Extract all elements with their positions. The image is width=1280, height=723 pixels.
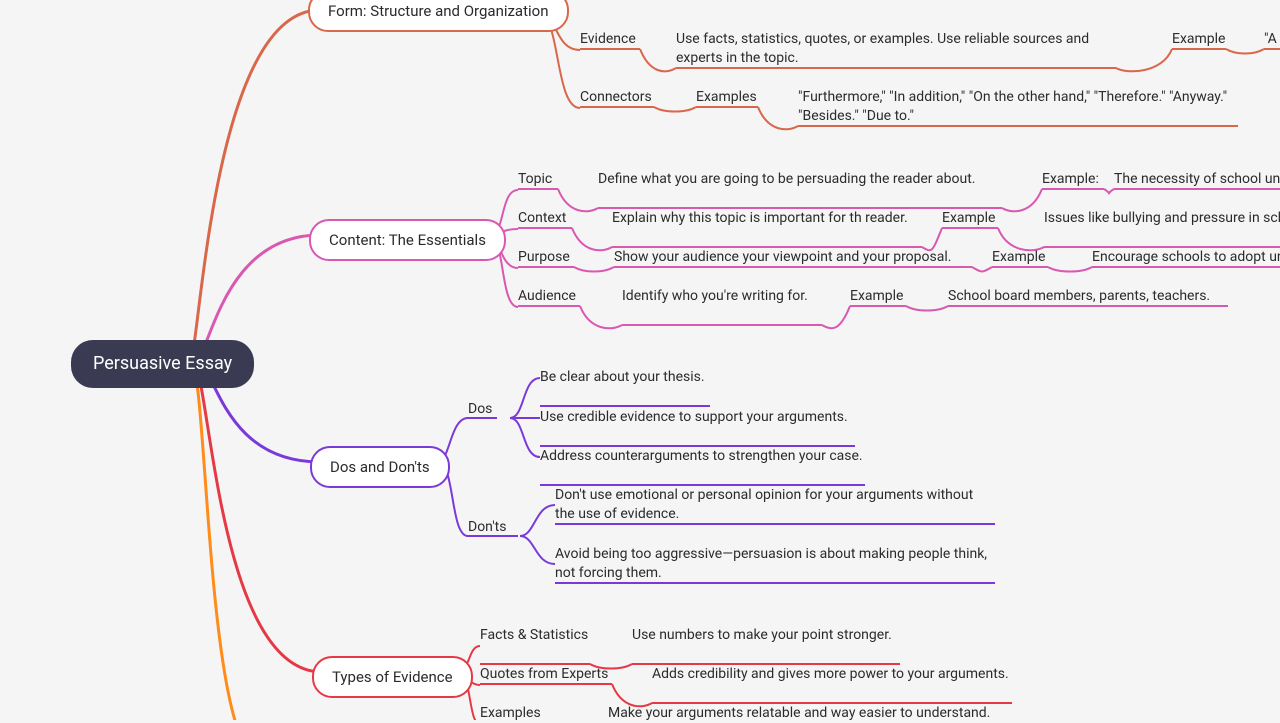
leaf-text: School board members, parents, teachers. — [948, 287, 1228, 306]
leaf-text: Issues like bullying and pressure in sch — [1044, 209, 1280, 228]
leaf-text: Example — [1172, 30, 1226, 49]
sub-label: Don'ts — [468, 518, 506, 537]
leaf-text: Identify who you're writing for. — [622, 287, 822, 306]
leaf-text: Examples — [696, 88, 758, 107]
leaf-text: Audience — [518, 287, 580, 306]
branch-evidence[interactable]: Types of Evidence — [312, 656, 473, 698]
branch-content[interactable]: Content: The Essentials — [309, 219, 506, 261]
leaf-text: Use facts, statistics, quotes, or exampl… — [676, 30, 1116, 68]
leaf-text: "Furthermore," "In addition," "On the ot… — [798, 88, 1238, 126]
leaf-text: Avoid being too aggressive—persuasion is… — [555, 545, 995, 583]
leaf-text: Adds credibility and gives more power to… — [652, 665, 1012, 684]
leaf-text: Purpose — [518, 248, 574, 267]
leaf-text: Topic — [518, 170, 558, 189]
leaf-text: Example — [850, 287, 906, 306]
leaf-text: Use credible evidence to support your ar… — [540, 408, 855, 427]
leaf-text: Examples — [480, 704, 544, 723]
leaf-text: Use numbers to make your point stronger. — [632, 626, 900, 645]
leaf-text: Example: — [1042, 170, 1104, 189]
sub-label: Dos — [468, 400, 492, 419]
leaf-text: Show your audience your viewpoint and yo… — [614, 248, 972, 267]
leaf-text: Address counterarguments to strengthen y… — [540, 447, 865, 466]
leaf-text: Be clear about your thesis. — [540, 368, 710, 387]
leaf-text: Make your arguments relatable and way ea… — [608, 704, 1003, 723]
leaf-text: Connectors — [580, 88, 654, 107]
leaf-text: Define what you are going to be persuadi… — [598, 170, 1002, 189]
leaf-text: Facts & Statistics — [480, 626, 590, 645]
leaf-text: "A fe — [1264, 30, 1280, 49]
branch-dos[interactable]: Dos and Don'ts — [310, 446, 450, 488]
leaf-text: Don't use emotional or personal opinion … — [555, 486, 995, 524]
leaf-text: Context — [518, 209, 572, 228]
leaf-text: Example — [992, 248, 1048, 267]
leaf-text: The necessity of school unif — [1114, 170, 1280, 189]
leaf-text: Encourage schools to adopt uni — [1092, 248, 1280, 267]
leaf-text: Evidence — [580, 30, 640, 49]
root-node[interactable]: Persuasive Essay — [71, 340, 254, 388]
branch-form[interactable]: Form: Structure and Organization — [308, 0, 569, 32]
leaf-text: Explain why this topic is important for … — [612, 209, 922, 228]
leaf-text: Example — [942, 209, 998, 228]
leaf-text: Quotes from Experts — [480, 665, 612, 684]
